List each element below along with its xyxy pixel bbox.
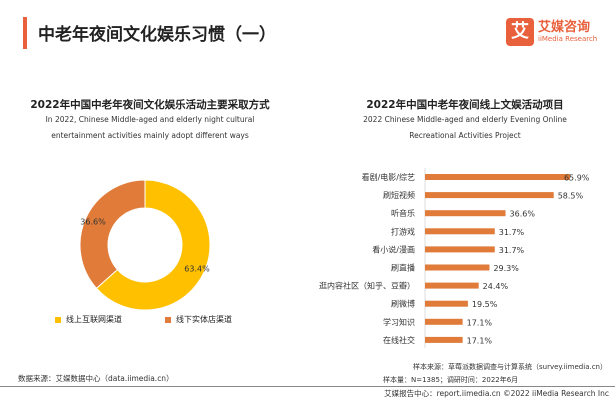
- bar: [425, 246, 495, 253]
- footer-divider: [0, 386, 615, 387]
- logo-en: iiMedia Research: [538, 35, 598, 43]
- bar-category-label: 打游戏: [391, 226, 415, 236]
- sample-size: 样本量：N=1385；调研时间：2022年6月: [383, 376, 519, 384]
- bar: [425, 210, 506, 217]
- copyright: 艾媒报告中心：report.iimedia.cn ©2022 iiMedia R…: [384, 389, 609, 398]
- pie-title: 2022年中国中老年夜间文化娱乐活动主要采取方式: [30, 99, 270, 111]
- bar-value-label: 29.3%: [493, 264, 519, 273]
- bar-value-label: 17.1%: [467, 336, 493, 345]
- bar: [425, 264, 490, 271]
- bar-value-label: 17.1%: [467, 318, 493, 327]
- logo: 艾 艾媒咨询 iiMedia Research: [506, 18, 597, 46]
- bar-category-label: 学习知识: [383, 317, 415, 327]
- pie-subtitle-2: entertainment activities mainly adopt di…: [51, 131, 249, 140]
- legend-item-offline: 线下实体店渠道: [165, 314, 232, 325]
- bar-category-label: 看小说/漫画: [372, 244, 415, 254]
- bar: [425, 192, 554, 199]
- bar: [425, 174, 570, 180]
- bar-value-label: 31.7%: [499, 246, 525, 255]
- legend-label: 线上互联网渠道: [66, 315, 122, 324]
- legend-swatch: [165, 316, 171, 323]
- bar-subtitle-2: Recreational Activities Project: [409, 131, 521, 140]
- bar-category-label: 逛内容社区（知乎、豆瓣）: [319, 281, 415, 291]
- bar: [425, 228, 495, 235]
- bar-category-label: 看剧/电影/综艺: [362, 172, 415, 182]
- bar-value-label: 65.9%: [564, 174, 590, 183]
- bar-category-label: 听音乐: [391, 208, 415, 218]
- bar-category-label: 刷直播: [391, 263, 415, 273]
- bar-value-label: 24.4%: [483, 282, 509, 291]
- legend-item-online: 线上互联网渠道: [55, 314, 122, 325]
- bar-value-label: 58.5%: [558, 192, 584, 201]
- page-title: 中老年夜间文化娱乐习惯（一）: [38, 25, 276, 45]
- bar-title: 2022年中国中老年夜间线上文娱活动项目: [366, 99, 564, 111]
- bar-category-label: 刷微博: [391, 299, 415, 309]
- pie-data-label: 63.4%: [184, 264, 210, 273]
- bar: [425, 282, 479, 289]
- bar: [425, 336, 463, 343]
- bar-value-label: 31.7%: [499, 228, 525, 237]
- bar-category-label: 在线社交: [383, 335, 415, 345]
- bar-value-label: 36.6%: [510, 210, 536, 219]
- data-source: 数据来源：艾媒数据中心（data.iimedia.cn）: [18, 374, 174, 383]
- logo-mark-icon: 艾: [506, 18, 534, 46]
- pie-data-label: 36.6%: [80, 218, 106, 227]
- legend-swatch: [55, 316, 61, 323]
- sample-source: 样本来源：草莓派数据调查与计算系统（survey.iimedia.cn）: [413, 363, 607, 371]
- bar-value-label: 19.5%: [472, 300, 498, 309]
- legend-label: 线下实体店渠道: [176, 315, 232, 324]
- bar-subtitle-1: 2022 Chinese Middle-aged and elderly Eve…: [363, 115, 567, 124]
- logo-cn: 艾媒咨询: [538, 20, 591, 35]
- title-accent-bar: [23, 17, 27, 49]
- pie-slice: [95, 179, 211, 311]
- bar: [425, 300, 468, 307]
- bar: [425, 318, 463, 325]
- bar-category-label: 刷短视频: [383, 190, 415, 200]
- pie-subtitle-1: In 2022, Chinese Middle-aged and elderly…: [45, 115, 255, 124]
- pie-slice: [79, 179, 146, 289]
